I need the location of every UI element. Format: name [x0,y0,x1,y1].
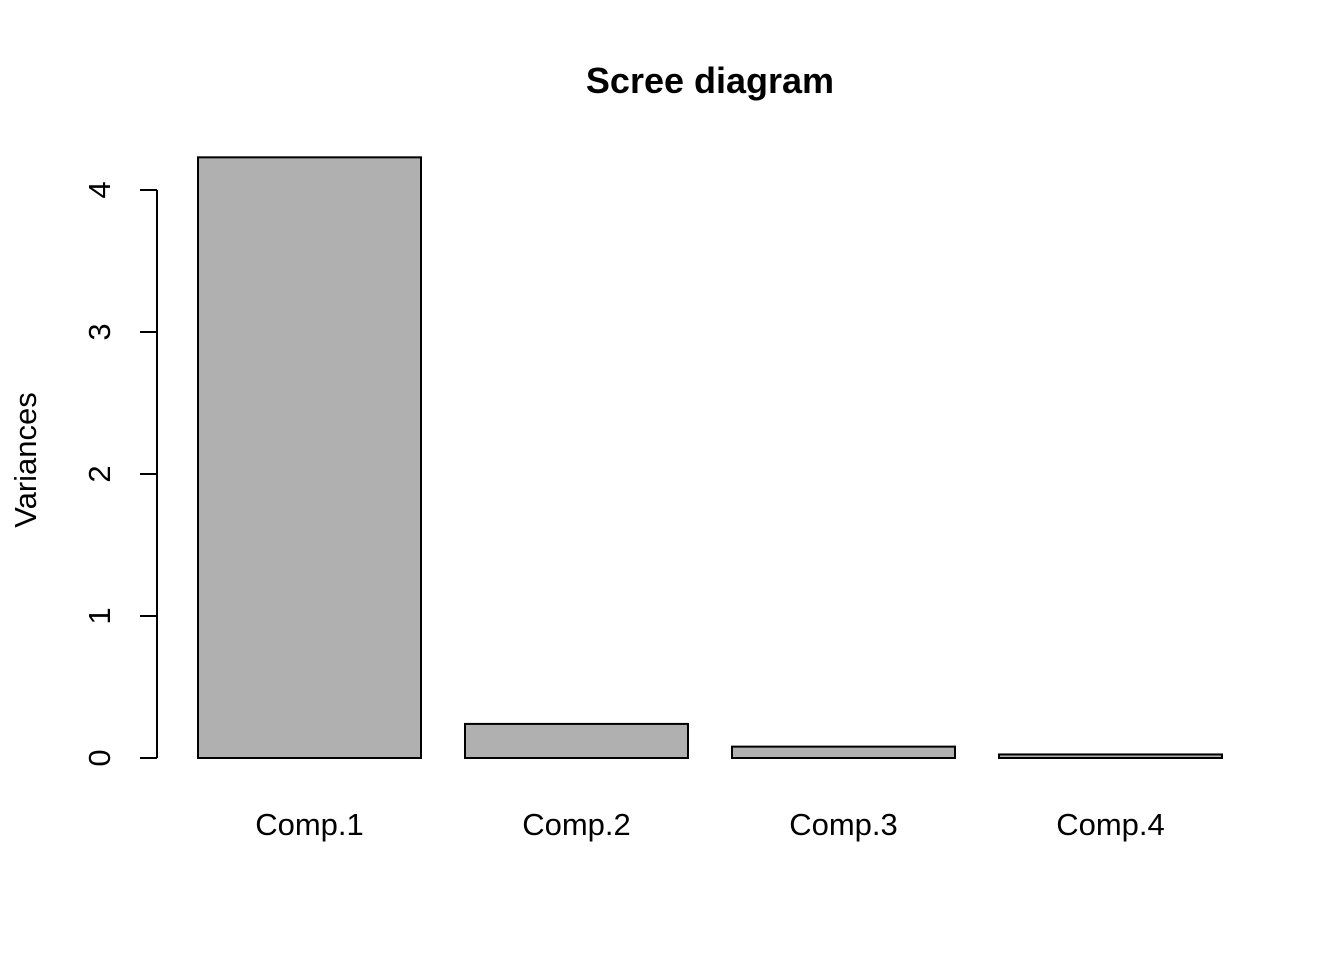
bar-comp-3 [731,745,956,760]
bar-comp-4 [998,753,1223,760]
y-tick-label: 3 [82,323,117,340]
y-tick-label: 2 [82,465,117,482]
x-tick-label: Comp.2 [522,807,631,842]
x-tick-labels: Comp.1 Comp.2 Comp.3 Comp.4 [255,807,1165,842]
chart-title: Scree diagram [586,60,834,101]
x-tick-label: Comp.4 [1056,807,1165,842]
y-tick-label: 0 [82,749,117,766]
y-axis: 0 1 2 3 4 [82,181,158,767]
x-tick-label: Comp.1 [255,807,364,842]
bar-comp-1 [197,156,422,759]
y-tick-label: 4 [82,181,117,198]
bars-group [197,156,1223,760]
y-tick-label: 1 [82,607,117,624]
bar-comp-2 [464,722,689,759]
y-axis-label: Variances [8,392,43,528]
x-tick-label: Comp.3 [789,807,898,842]
